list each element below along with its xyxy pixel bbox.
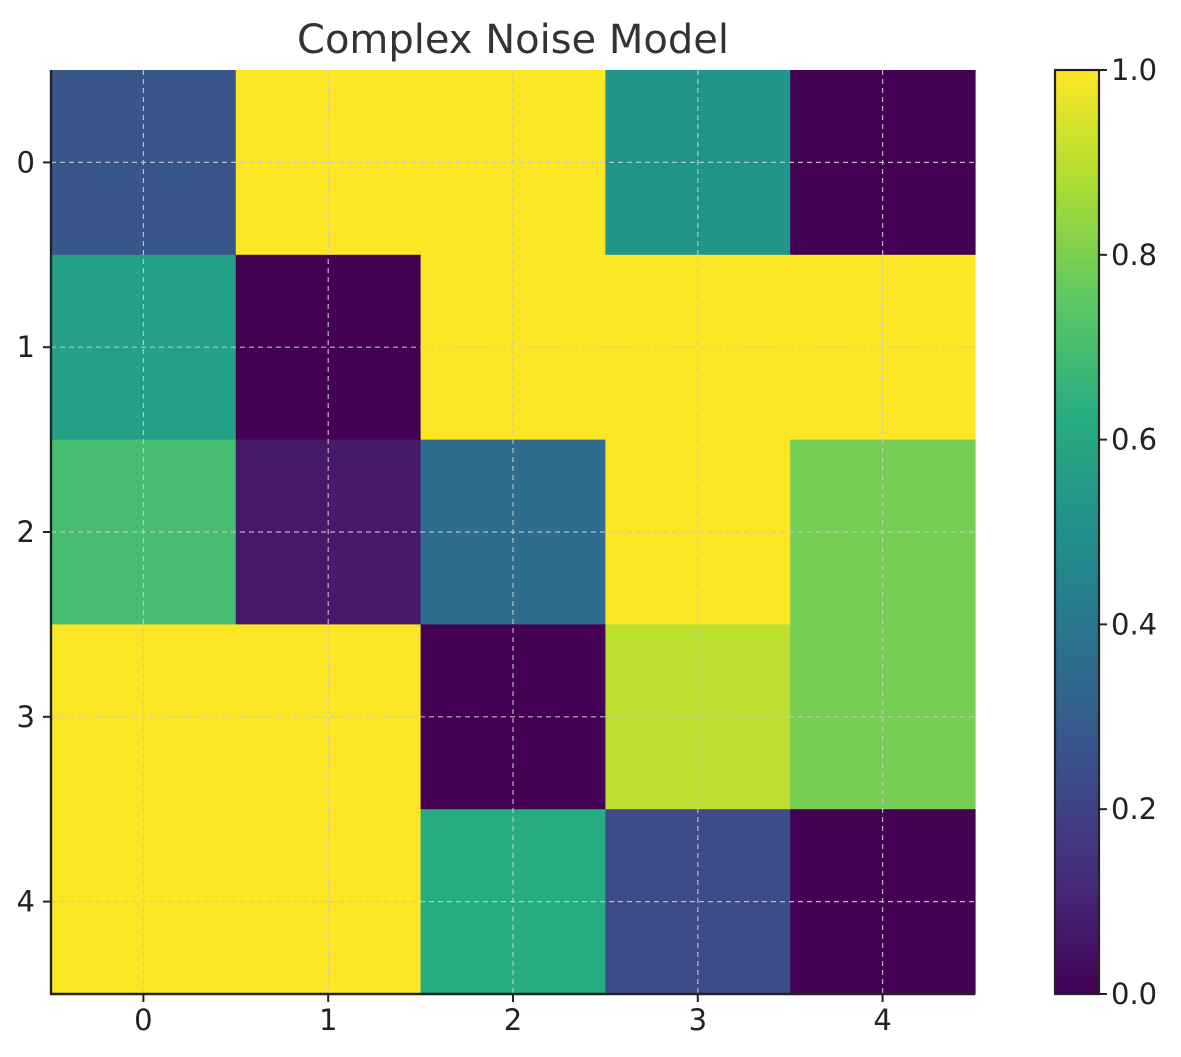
colorbar-tick-label-5: 1.0: [1111, 53, 1157, 87]
x-tick-label-0: 0: [134, 1003, 152, 1037]
x-tick-label-4: 4: [873, 1003, 891, 1037]
x-tick-label-1: 1: [319, 1003, 337, 1037]
colorbar-tick-label-2: 0.4: [1111, 607, 1157, 641]
y-tick-label-0: 0: [17, 145, 35, 179]
heatmap-cell-r1-c1: [235, 254, 422, 441]
y-tick-label-3: 3: [17, 700, 35, 734]
chart-title: Complex Noise Model: [297, 17, 729, 63]
axes: 0 1 2 3 4 0 1 2 3 4: [17, 70, 975, 1037]
colorbar-frame: [1053, 68, 1101, 996]
colorbar-tick-label-3: 0.6: [1111, 423, 1157, 457]
y-tick-label-2: 2: [17, 515, 35, 549]
x-tick-label-3: 3: [689, 1003, 707, 1037]
colorbar-tick-label-1: 0.2: [1111, 792, 1157, 826]
grid-lines: [51, 70, 975, 994]
y-tick-label-1: 1: [17, 330, 35, 364]
colorbar: 0.0 0.2 0.4 0.6 0.8 1.0: [1053, 53, 1157, 1011]
colorbar-tick-label-0: 0.0: [1111, 977, 1157, 1011]
y-tick-label-4: 4: [17, 885, 35, 919]
x-tick-label-2: 2: [504, 1003, 522, 1037]
colorbar-gradient: [1055, 70, 1099, 994]
colorbar-tick-label-4: 0.8: [1111, 238, 1157, 272]
